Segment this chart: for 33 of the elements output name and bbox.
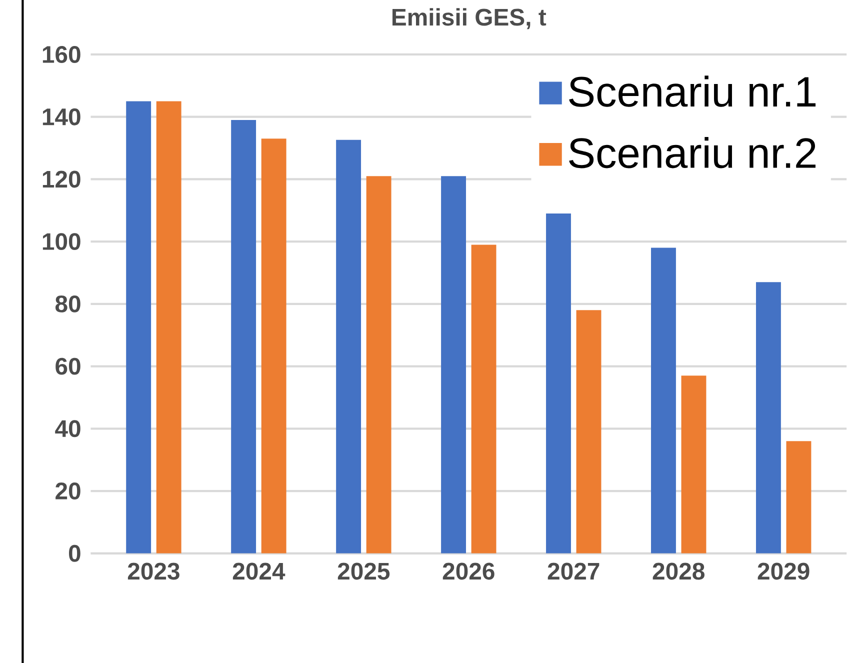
y-tick-label: 100 xyxy=(42,233,80,250)
y-tick-label: 160 xyxy=(42,46,80,63)
x-tick-label: 2028 xyxy=(652,562,704,580)
legend-label: Scenariu nr.1 xyxy=(569,76,816,107)
bar xyxy=(651,248,676,554)
bar xyxy=(231,120,256,554)
y-tick-label: 140 xyxy=(42,108,80,126)
bar xyxy=(441,176,466,554)
bar xyxy=(126,101,152,554)
y-tick-label: 120 xyxy=(42,170,80,188)
y-tick-label: 80 xyxy=(55,295,80,312)
x-tick-label: 2024 xyxy=(232,562,286,580)
bar xyxy=(576,310,602,554)
chart-title: Emiisii GES, t xyxy=(392,8,546,30)
bar xyxy=(366,176,392,554)
bar xyxy=(336,140,362,554)
y-tick-label: 20 xyxy=(56,482,80,500)
bar xyxy=(546,214,571,554)
y-tick-label: 0 xyxy=(68,544,80,562)
x-tick-label: 2023 xyxy=(128,562,180,580)
bar xyxy=(471,244,496,554)
y-tick-label: 60 xyxy=(56,358,80,375)
y-tick-label: 40 xyxy=(55,420,80,438)
bar xyxy=(156,101,182,554)
bar xyxy=(261,138,286,554)
bar xyxy=(756,282,781,554)
x-tick-label: 2027 xyxy=(548,562,600,580)
x-tick-label: 2025 xyxy=(338,562,390,580)
bar xyxy=(786,441,812,554)
x-tick-label: 2026 xyxy=(442,562,494,580)
x-tick-label: 2029 xyxy=(758,562,810,580)
legend-label: Scenariu nr.2 xyxy=(569,136,816,168)
bar xyxy=(681,376,706,554)
